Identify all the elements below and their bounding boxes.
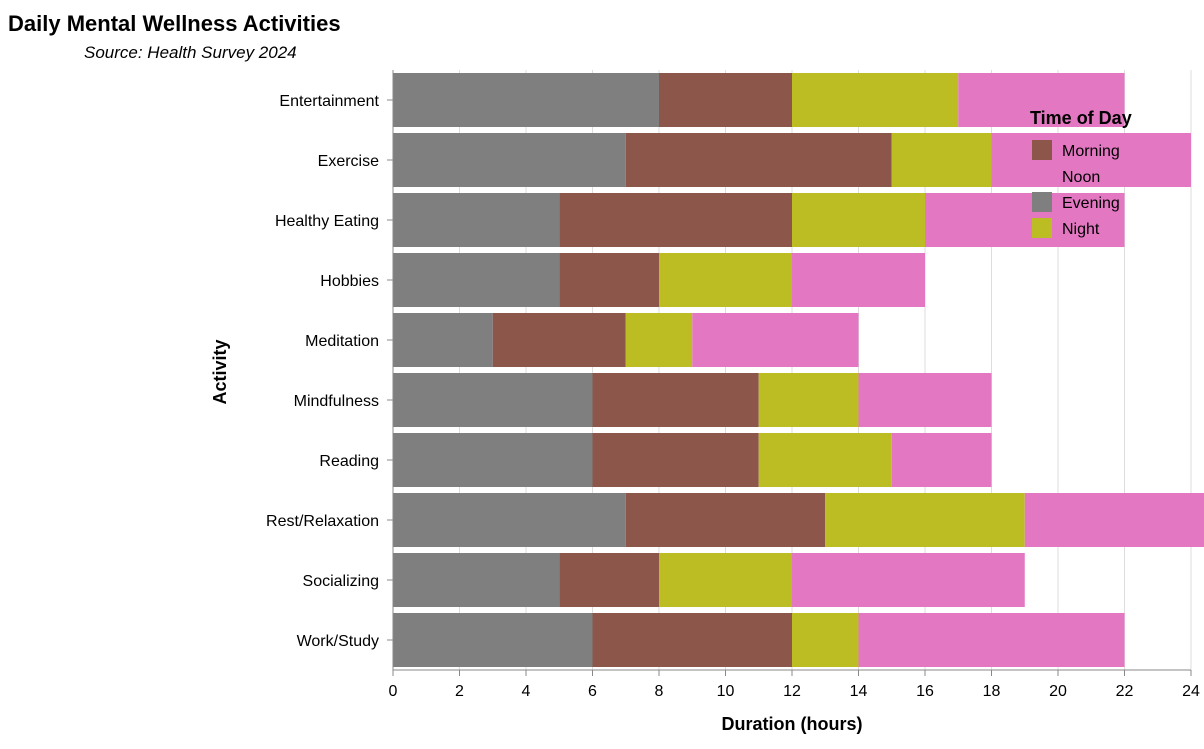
x-tick-label: 6 — [588, 683, 597, 700]
y-tick-label: Reading — [319, 453, 379, 470]
bar-segment — [393, 73, 659, 127]
bar-segment — [891, 433, 992, 487]
bar-segment — [393, 313, 493, 367]
y-tick-label: Mindfulness — [294, 393, 379, 410]
bar-segment — [858, 373, 992, 427]
y-tick-label: Work/Study — [297, 633, 379, 650]
bars-layer — [393, 73, 1204, 667]
bar-segment — [659, 253, 792, 307]
bar-segment — [559, 253, 659, 307]
y-tick-label: Rest/Relaxation — [266, 513, 379, 530]
x-tick-label: 14 — [850, 683, 868, 700]
legend-title: Time of Day — [1030, 108, 1132, 128]
x-tick-label: 0 — [389, 683, 398, 700]
x-tick-label: 24 — [1182, 683, 1200, 700]
bar-segment — [492, 313, 626, 367]
x-tick-label: 4 — [522, 683, 531, 700]
bar-segment — [792, 613, 859, 667]
y-tick-label: Exercise — [318, 153, 379, 170]
bar-segment — [1024, 493, 1204, 547]
bar-segment — [925, 193, 1125, 247]
bar-segment — [393, 193, 560, 247]
bar-segment — [393, 553, 560, 607]
legend-swatch — [1032, 192, 1052, 212]
y-tick-label: Entertainment — [279, 93, 379, 110]
bar-segment — [991, 133, 1191, 187]
y-axis-title: Activity — [210, 339, 230, 404]
y-tick-label: Hobbies — [320, 273, 379, 290]
legend: Time of Day Morning Noon Evening Night — [1030, 108, 1132, 238]
bar-segment — [659, 553, 792, 607]
bar-segment — [559, 193, 792, 247]
bar-segment — [792, 73, 959, 127]
legend-swatch — [1032, 140, 1052, 160]
chart-title: Daily Mental Wellness Activities — [8, 11, 341, 36]
bar-segment — [825, 493, 1025, 547]
legend-label: Noon — [1062, 169, 1100, 186]
bar-segment — [858, 613, 1125, 667]
bar-segment — [758, 433, 892, 487]
x-tick-label: 18 — [983, 683, 1001, 700]
bar-segment — [393, 373, 593, 427]
bar-segment — [393, 493, 626, 547]
x-tick-label: 10 — [717, 683, 735, 700]
axis-layer: Entertainment Exercise Healthy Eating Hobbi… — [266, 70, 1200, 700]
bar-segment — [792, 553, 1025, 607]
x-axis-title: Duration (hours) — [722, 714, 863, 734]
bar-segment — [393, 133, 626, 187]
bar-segment — [592, 613, 792, 667]
bar-segment — [393, 253, 560, 307]
bar-segment — [592, 433, 759, 487]
chart-subtitle: Source: Health Survey 2024 — [84, 43, 297, 62]
bar-segment — [625, 133, 892, 187]
bar-segment — [393, 613, 593, 667]
y-tick-label: Socializing — [303, 573, 379, 590]
x-tick-label: 20 — [1049, 683, 1067, 700]
x-tick-label: 12 — [783, 683, 801, 700]
bar-segment — [625, 313, 693, 367]
bar-segment — [625, 493, 826, 547]
bar-segment — [758, 373, 859, 427]
bar-segment — [792, 253, 925, 307]
legend-label: Night — [1062, 221, 1100, 238]
bar-segment — [891, 133, 992, 187]
legend-label: Evening — [1062, 195, 1120, 212]
x-tick-label: 8 — [655, 683, 664, 700]
bar-segment — [958, 73, 1125, 127]
bar-segment — [592, 373, 759, 427]
bar-segment — [393, 433, 593, 487]
bar-segment — [792, 193, 925, 247]
bar-segment — [559, 553, 659, 607]
x-tick-label: 16 — [916, 683, 934, 700]
legend-label: Morning — [1062, 143, 1120, 160]
y-tick-label: Healthy Eating — [275, 213, 379, 230]
bar-segment — [659, 73, 792, 127]
legend-swatch — [1032, 218, 1052, 238]
x-tick-label: 22 — [1116, 683, 1134, 700]
x-tick-label: 2 — [455, 683, 464, 700]
y-tick-label: Meditation — [305, 333, 379, 350]
bar-segment — [692, 313, 859, 367]
